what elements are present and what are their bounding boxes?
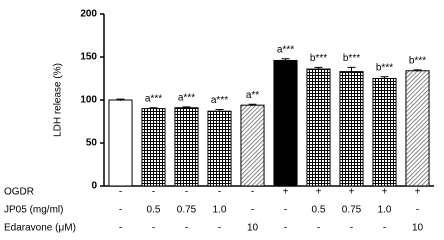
significance-label: b*** [343, 53, 360, 64]
treatment-value: - [152, 187, 155, 198]
bar [141, 108, 166, 187]
error-bar [413, 69, 422, 72]
treatment-value: 0.75 [342, 205, 362, 216]
error-bar [380, 76, 389, 81]
treatment-value: 0.5 [312, 205, 326, 216]
treatment-value: - [284, 223, 287, 234]
treatment-value: - [119, 223, 122, 234]
y-tick-label: 150 [80, 52, 97, 63]
treatment-value: + [316, 187, 322, 198]
significance-label: a*** [277, 44, 294, 55]
significance-label: a*** [178, 93, 195, 104]
bar [339, 71, 364, 187]
treatment-value: - [152, 223, 155, 234]
treatment-value: - [383, 223, 386, 234]
treatment-value: 0.75 [177, 205, 197, 216]
bar [306, 68, 331, 187]
bar [372, 78, 397, 187]
significance-label: b*** [409, 56, 426, 67]
significance-label: a*** [211, 95, 228, 106]
treatment-value: - [119, 205, 122, 216]
treatment-value: - [185, 223, 188, 234]
significance-label: b*** [310, 53, 327, 64]
error-bar [116, 98, 125, 101]
treatment-value: + [349, 187, 355, 198]
error-bar [149, 107, 158, 110]
treatment-value: - [218, 223, 221, 234]
treatment-value: - [317, 223, 320, 234]
y-tick-label: 200 [80, 9, 97, 20]
error-bar [248, 103, 257, 107]
treatment-value: 1.0 [378, 205, 392, 216]
treatment-value: - [119, 187, 122, 198]
treatment-value: 1.0 [213, 205, 227, 216]
treatment-value: - [416, 205, 419, 216]
treatment-label: OGDR [4, 187, 34, 198]
error-bar [281, 58, 290, 63]
bar [273, 59, 298, 187]
treatment-value: - [284, 205, 287, 216]
treatment-value: 10 [412, 223, 424, 234]
bar [405, 70, 430, 187]
y-axis-label: LDH release (%) [53, 63, 64, 137]
y-tick-label: 100 [80, 95, 97, 106]
treatment-value: - [251, 187, 254, 198]
treatment-value: - [185, 187, 188, 198]
error-bar [182, 106, 191, 109]
significance-label: a** [246, 90, 259, 101]
error-bar [314, 66, 323, 71]
bar [108, 99, 133, 187]
bar [174, 107, 199, 187]
treatment-value: + [415, 187, 421, 198]
treatment-value: - [350, 223, 353, 234]
error-bar [347, 66, 356, 76]
significance-label: b*** [376, 62, 393, 73]
treatment-value: 0.5 [147, 205, 161, 216]
treatment-value: - [251, 205, 254, 216]
y-tick-label: 50 [86, 138, 98, 149]
significance-label: a*** [145, 93, 162, 104]
bar [207, 110, 232, 187]
treatment-label: JP05 (mg/ml) [4, 205, 63, 216]
y-tick-label: 0 [91, 181, 97, 192]
treatment-value: - [218, 187, 221, 198]
treatment-value: + [382, 187, 388, 198]
treatment-value: + [283, 187, 289, 198]
error-bar [215, 108, 224, 113]
treatment-label: Edaravone (μM) [4, 223, 76, 234]
bar [240, 104, 265, 187]
treatment-value: 10 [247, 223, 259, 234]
